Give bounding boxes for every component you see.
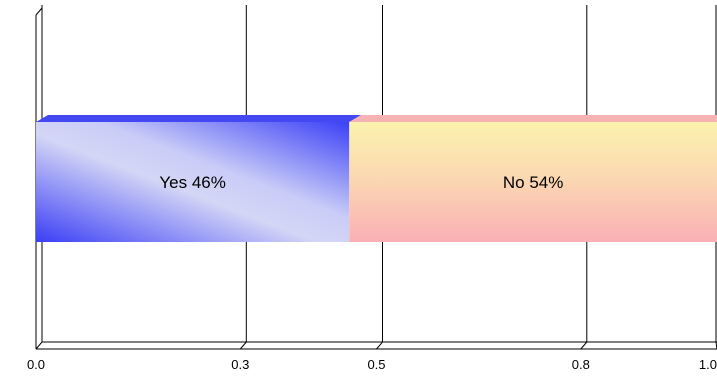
x-tick-label-3: 0.8 [572,357,590,372]
floor-grid-3 [580,341,588,350]
data-label-yes: Yes 46% [159,173,225,192]
x-tick-label-2: 0.5 [367,357,385,372]
floor-grid-1 [239,341,247,350]
bar-top-yes [36,115,362,122]
x-tick-label-0: 0.0 [27,357,45,372]
bar-layer [36,115,717,242]
floor-grid-2 [376,341,383,350]
x-tick-label-1: 0.3 [231,357,249,372]
bar-top-no [349,115,717,122]
data-label-no: No 54% [503,173,563,192]
bar-yes [36,122,350,242]
floor-left-edge [35,341,43,350]
bar-no [349,122,717,242]
label-layer: Yes 46% No 54% [159,173,563,192]
y-axis-top-cap [35,7,43,16]
x-tick-label-4: 1.0 [699,357,717,372]
tick-layer: 0.0 0.3 0.5 0.8 1.0 [27,357,717,372]
